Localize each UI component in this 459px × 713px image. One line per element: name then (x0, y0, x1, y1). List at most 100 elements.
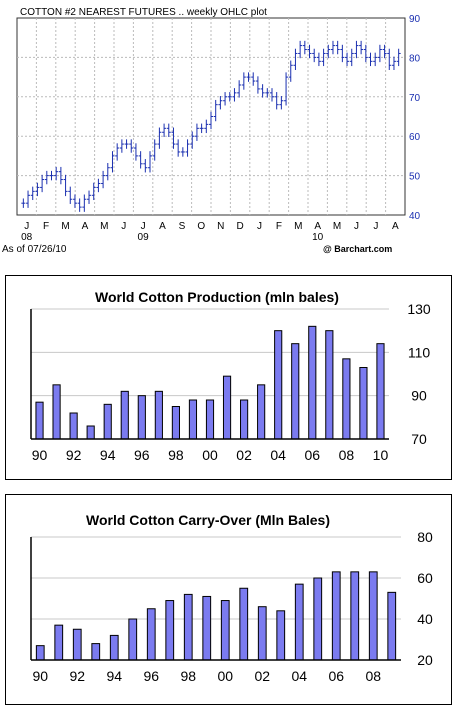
month-tick-label: J (24, 221, 29, 232)
y-tick-label: 60 (409, 132, 421, 143)
month-tick-label: N (217, 221, 224, 232)
y-tick-label: 90 (409, 14, 421, 25)
bar (188, 399, 198, 440)
x-tick-label: 00 (217, 668, 233, 684)
ohlc-bar (152, 139, 157, 161)
month-tick-label: J (141, 221, 146, 232)
x-tick-label: 92 (66, 447, 82, 463)
ohlc-bar (326, 44, 331, 59)
ohlc-bar (166, 123, 171, 137)
y-tick-label: 50 (409, 172, 421, 183)
bar (387, 591, 397, 661)
bar (171, 406, 180, 440)
y-tick-label: 20 (417, 652, 433, 668)
ohlc-bar (279, 96, 284, 110)
production-chart-title: World Cotton Production (mln bales) (95, 289, 339, 305)
bar (128, 618, 138, 661)
bar (257, 384, 266, 440)
bar (222, 375, 232, 440)
y-tick-label: 40 (417, 611, 433, 627)
bar (331, 571, 341, 661)
month-tick-label: M (333, 221, 341, 232)
ohlc-bar (293, 48, 298, 71)
x-tick-label: 08 (365, 668, 381, 684)
ohlc-bar (110, 151, 115, 173)
bar (109, 634, 119, 661)
x-tick-label: 98 (180, 668, 196, 684)
ohlc-bar (190, 131, 195, 149)
futures-chart-title: COTTON #2 NEAREST FUTURES .. weekly OHLC… (20, 7, 267, 18)
ohlc-bar (143, 159, 148, 173)
month-tick-label: A (392, 221, 399, 232)
x-tick-label: 02 (254, 668, 270, 684)
x-tick-label: 06 (328, 668, 344, 684)
ohlc-bar (68, 186, 73, 204)
ohlc-bar (368, 52, 373, 67)
ohlc-bar (77, 198, 82, 212)
ohlc-bar (138, 151, 143, 169)
ohlc-bar (185, 139, 190, 157)
x-tick-label: 94 (100, 447, 116, 463)
ohlc-bar (345, 52, 350, 67)
ohlc-bar (354, 40, 359, 59)
ohlc-bar (21, 198, 26, 208)
ohlc-bar (335, 40, 340, 55)
ohlc-bar (49, 170, 54, 181)
bar (52, 384, 61, 440)
y-tick-label: 70 (411, 431, 427, 447)
production-bar-chart: World Cotton Production (mln bales) 90 92… (30, 289, 431, 463)
ohlc-bar (180, 147, 185, 157)
month-tick-label: A (314, 221, 321, 232)
y-tick-label: 90 (411, 388, 427, 404)
ohlc-bar (124, 139, 129, 149)
bar (183, 593, 193, 661)
ohlc-bar (302, 40, 307, 55)
ohlc-bar (260, 84, 265, 98)
ohlc-bar (274, 92, 279, 110)
ohlc-bar (30, 186, 35, 201)
bar (202, 595, 212, 661)
y-tick-label: 60 (417, 570, 433, 586)
month-tick-label: J (121, 221, 126, 232)
production-chart-panel: World Cotton Production (mln bales) 90 92… (5, 275, 452, 480)
ohlc-bar (171, 127, 176, 149)
x-tick-label: 90 (32, 447, 48, 463)
bar (91, 643, 101, 661)
x-tick-label: 92 (69, 668, 85, 684)
x-tick-label: 02 (236, 447, 252, 463)
bar (240, 399, 249, 440)
y-tick-label: 70 (409, 93, 421, 104)
ohlc-bar (176, 139, 181, 157)
x-tick-label: 08 (339, 447, 355, 463)
bar (35, 401, 44, 440)
source-credit: @ Barchart.com (323, 244, 392, 254)
year-tick-label: 10 (312, 232, 324, 243)
ohlc-bar (391, 56, 396, 71)
ohlc-bar (359, 40, 364, 55)
ohlc-bar (382, 44, 387, 59)
carryover-bar-chart: World Cotton Carry-Over (Mln Bales) 90 92… (30, 512, 433, 684)
y-tick-label: 80 (409, 53, 421, 64)
y-tick-label: 130 (407, 301, 431, 317)
ohlc-bar (40, 174, 45, 193)
bar (69, 412, 78, 440)
month-tick-label: A (82, 221, 89, 232)
bar (72, 628, 82, 661)
as-of-date: As of 07/26/10 (2, 244, 67, 255)
bar (137, 395, 146, 440)
ohlc-bar (105, 162, 110, 181)
ohlc-bar (298, 40, 303, 59)
x-tick-label: 10 (373, 447, 389, 463)
month-tick-label: D (236, 221, 243, 232)
ohlc-bar (316, 52, 321, 67)
x-tick-label: 06 (304, 447, 320, 463)
ohlc-bar (241, 72, 246, 90)
bar (308, 325, 317, 440)
ohlc-bar (255, 76, 260, 94)
ohlc-bar (288, 60, 293, 82)
bar (35, 645, 45, 661)
ohlc-bar (133, 143, 138, 161)
bar (54, 624, 64, 661)
bar (257, 606, 267, 661)
